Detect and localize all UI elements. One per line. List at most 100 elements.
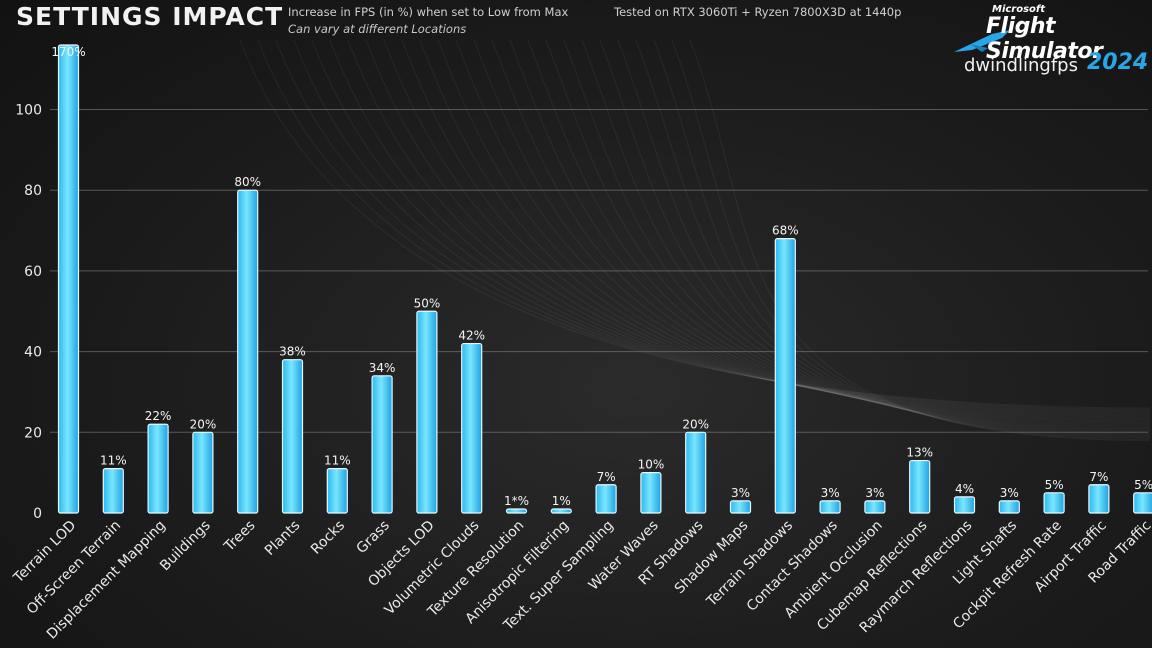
- bar-value-label: 7%: [597, 470, 616, 484]
- bar-value-label: 4%: [955, 482, 974, 496]
- background-swoosh-line: [329, 39, 1151, 416]
- airplane-icon: [954, 30, 1010, 52]
- bar-value-label: 5%: [1045, 478, 1064, 492]
- bar-value-label: 20%: [682, 417, 709, 431]
- bar: [505, 508, 528, 514]
- bar-value-label: 13%: [906, 446, 933, 460]
- background-swoosh-line: [563, 39, 1151, 432]
- bar: [416, 310, 438, 514]
- bar-value-label: 22%: [145, 409, 172, 423]
- bars: 170% 11% 22% 20% 80% 38% 11% 34% 50% 42% 1*% 1% 7% 10…: [51, 44, 1152, 514]
- bar: [909, 459, 931, 514]
- bar-value-label: 170%: [51, 45, 85, 59]
- bar: [102, 468, 124, 514]
- bar-value-label: 80%: [234, 175, 261, 189]
- x-category-label: Trees: [221, 518, 259, 556]
- logo-microsoft: Microsoft: [992, 4, 1046, 15]
- logo-year: 2024: [1087, 50, 1149, 75]
- bar-value-label: 3%: [821, 486, 840, 500]
- channel-name: dwindlingfps: [964, 55, 1078, 76]
- bar: [371, 375, 393, 514]
- background-swoosh-line: [455, 39, 1151, 425]
- y-tick-label: 20: [24, 425, 42, 441]
- bar: [57, 44, 80, 514]
- bar-value-label: 34%: [369, 361, 396, 375]
- background-swoosh-line: [347, 39, 1151, 417]
- background-swoosh-line: [491, 39, 1151, 427]
- background-swoosh-line: [257, 39, 1151, 410]
- bar-value-label: 1*%: [504, 494, 529, 508]
- y-tick-label: 100: [15, 103, 42, 119]
- x-category-label: Rocks: [308, 518, 348, 558]
- background-swoosh-line: [401, 39, 1151, 421]
- background-swoosh-line: [509, 39, 1151, 429]
- bar: [595, 484, 617, 514]
- bar: [147, 423, 169, 514]
- bar: [461, 342, 483, 514]
- bar: [1133, 492, 1152, 514]
- bar: [237, 189, 259, 514]
- background-swoosh-line: [437, 39, 1151, 423]
- location-note: Can vary at different Locations: [288, 22, 467, 36]
- background-swoosh-line: [617, 39, 1151, 436]
- background-swoosh-line: [653, 39, 1151, 439]
- bar-value-label: 3%: [865, 486, 884, 500]
- bar: [192, 431, 214, 514]
- bar: [281, 359, 304, 514]
- background-swoosh-line: [635, 39, 1151, 438]
- bar-value-label: 5%: [1134, 478, 1152, 492]
- bar: [550, 508, 572, 514]
- y-tick-label: 0: [33, 506, 42, 522]
- bar-value-label: 11%: [100, 454, 127, 468]
- bar-value-label: 38%: [279, 345, 306, 359]
- bar: [774, 238, 796, 514]
- bar: [1043, 492, 1065, 514]
- bar: [1088, 484, 1110, 514]
- bar-value-label: 20%: [190, 417, 217, 431]
- bar: [953, 496, 976, 514]
- bar-value-label: 68%: [772, 224, 799, 238]
- background-swoosh-line: [581, 39, 1151, 434]
- chart-subtitle: Increase in FPS (in %) when set to Low f…: [288, 5, 569, 19]
- test-system-note: Tested on RTX 3060Ti + Ryzen 7800X3D at …: [614, 5, 902, 19]
- background-swoosh-line: [473, 39, 1151, 426]
- bar: [998, 500, 1020, 514]
- chart-title: SETTINGS IMPACT: [16, 2, 284, 31]
- background-swoosh-line: [293, 39, 1151, 413]
- y-tick-label: 60: [24, 264, 42, 280]
- background-swoosh-line: [365, 39, 1151, 418]
- background-swoosh-line: [599, 39, 1151, 435]
- bar-value-label: 50%: [414, 296, 441, 310]
- background-swoosh-line: [383, 39, 1151, 419]
- bar: [685, 431, 707, 514]
- bar-value-label: 7%: [1089, 470, 1108, 484]
- bar-value-label: 3%: [731, 486, 750, 500]
- background-swoosh-line: [419, 39, 1151, 422]
- bar: [864, 500, 886, 514]
- bar: [819, 500, 841, 514]
- background-swoosh-line: [671, 39, 1151, 440]
- y-tick-label: 40: [24, 345, 42, 361]
- y-tick-label: 80: [24, 183, 42, 199]
- y-axis: 0 20 40 60 80 100: [15, 103, 42, 522]
- flight-simulator-logo: Microsoft Flight Simulator dwindlingfps …: [940, 2, 1150, 82]
- bar: [640, 472, 662, 514]
- background-swoosh-line: [275, 39, 1151, 412]
- x-category-label: Grass: [353, 518, 392, 557]
- bar-value-label: 3%: [1000, 486, 1019, 500]
- background-swoosh-line: [545, 39, 1151, 431]
- background-swoosh-line: [239, 39, 1151, 409]
- logo-product: Flight Simulator: [986, 14, 1103, 64]
- bar: [326, 468, 348, 514]
- bar-value-label: 10%: [638, 458, 665, 472]
- gridlines: [50, 109, 1148, 433]
- background-swoosh-line: [311, 39, 1151, 414]
- background-swooshes: [239, 39, 1151, 442]
- bar-value-label: 11%: [324, 454, 351, 468]
- bar-value-label: 42%: [458, 329, 485, 343]
- background-swoosh-line: [689, 39, 1151, 442]
- bar-value-label: 1%: [552, 494, 571, 508]
- background-swoosh-line: [527, 39, 1151, 430]
